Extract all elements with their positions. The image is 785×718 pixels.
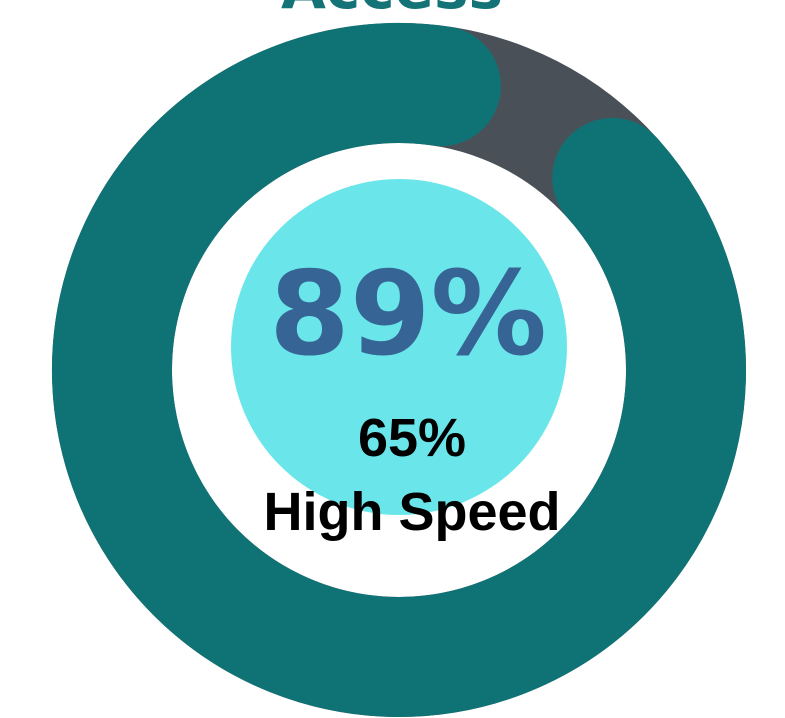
secondary-value: 65% <box>358 408 466 468</box>
gauge-fill-arc <box>52 23 746 717</box>
inner-circle <box>231 179 567 515</box>
chart-title: Access <box>281 0 503 22</box>
primary-value: 89% <box>269 247 547 382</box>
secondary-label: High Speed <box>263 482 560 542</box>
